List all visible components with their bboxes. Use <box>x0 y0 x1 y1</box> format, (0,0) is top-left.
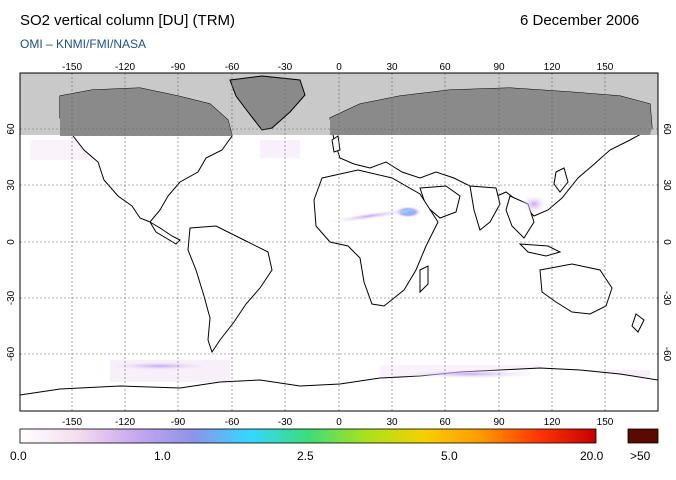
lat-ticks-right: 60 30 0 -30 -60 <box>661 123 672 361</box>
lon-tick-top: 30 <box>386 62 398 73</box>
colorbar-label-4: 20.0 <box>580 449 604 463</box>
colorbar-label-1: 1.0 <box>154 449 171 463</box>
lat-tick-left: 60 <box>6 123 17 135</box>
map-border <box>19 72 659 412</box>
lon-tick-top: -150 <box>62 62 82 73</box>
lat-tick-left: -30 <box>6 290 17 305</box>
lat-tick-right: 0 <box>661 239 672 245</box>
lon-tick-top: 0 <box>336 62 342 73</box>
lon-ticks-top: -150 -120 -90 -60 -30 0 30 60 90 120 150 <box>62 62 614 73</box>
colorbar-label-0: 0.0 <box>10 449 27 463</box>
india <box>469 185 501 231</box>
lon-tick-bottom: 150 <box>597 417 614 428</box>
lon-tick-top: 150 <box>597 62 614 73</box>
lat-tick-right: 30 <box>661 179 672 191</box>
colorbar-label-2: 2.5 <box>297 449 314 463</box>
so2-plume-south-pacific <box>390 369 550 379</box>
madagascar <box>419 265 429 294</box>
graticule <box>20 73 658 411</box>
indonesia <box>518 243 562 257</box>
lon-tick-bottom: -60 <box>225 417 240 428</box>
colorbar <box>19 428 597 444</box>
lon-tick-bottom: 60 <box>439 417 451 428</box>
lon-tick-top: 90 <box>493 62 505 73</box>
so2-plume-arabia-band <box>322 208 418 224</box>
lat-tick-right: 60 <box>661 123 672 135</box>
lon-tick-bottom: -30 <box>278 417 293 428</box>
north-america-arctic <box>60 88 232 136</box>
lat-tick-left: -60 <box>6 346 17 361</box>
lat-tick-right: -30 <box>661 291 672 306</box>
map-subtitle: OMI – KNMI/FMI/NASA <box>20 37 147 51</box>
map-date: 6 December 2006 <box>520 12 640 29</box>
so2-plume-east-china <box>520 194 548 214</box>
lon-tick-top: -90 <box>171 62 186 73</box>
lon-tick-bottom: -150 <box>62 417 82 428</box>
lon-tick-top: -60 <box>225 62 240 73</box>
so2-plume-southern-ocean <box>100 361 220 371</box>
lon-ticks-bottom: -150 -120 -90 -60 -30 0 30 60 90 120 150 <box>62 417 614 428</box>
lat-tick-right: -60 <box>661 347 672 362</box>
lon-tick-top: -120 <box>115 62 135 73</box>
lon-tick-bottom: 30 <box>386 417 398 428</box>
lon-tick-top: 120 <box>544 62 561 73</box>
africa <box>313 169 439 307</box>
colorbar-overflow-swatch <box>627 428 659 444</box>
lon-tick-top: 60 <box>439 62 451 73</box>
lat-ticks-left: 60 30 0 -30 -60 <box>6 123 17 361</box>
japan <box>553 167 569 193</box>
great-britain <box>331 135 341 153</box>
so2-plumes <box>100 194 550 379</box>
eurasia-arctic <box>330 88 652 135</box>
australia <box>539 263 613 315</box>
lon-tick-bottom: -90 <box>171 417 186 428</box>
map-title: SO2 vertical column [DU] (TRM) <box>20 12 236 29</box>
south-america <box>187 225 273 354</box>
new-zealand <box>631 313 645 333</box>
lon-tick-bottom: 90 <box>493 417 505 428</box>
lon-tick-bottom: 120 <box>544 417 561 428</box>
lon-tick-bottom: -120 <box>115 417 135 428</box>
lat-tick-left: 0 <box>6 239 17 245</box>
lon-tick-top: -30 <box>278 62 293 73</box>
greenland <box>229 75 306 131</box>
colorbar-label-3: 5.0 <box>441 449 458 463</box>
colorbar-overflow-label: >50 <box>630 449 651 463</box>
lat-tick-left: 30 <box>6 179 17 191</box>
lon-tick-bottom: 0 <box>336 417 342 428</box>
